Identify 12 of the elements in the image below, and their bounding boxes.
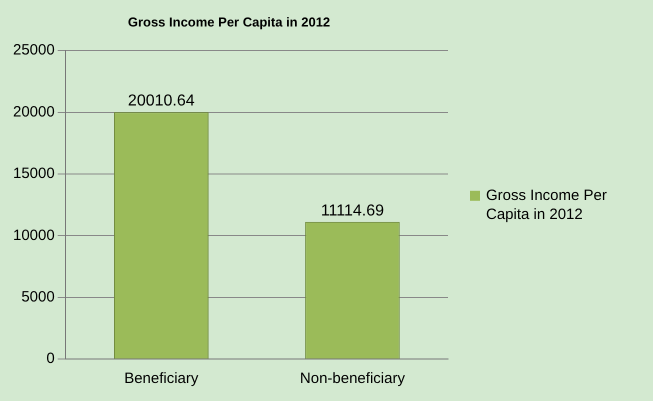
x-tick-label: Beneficiary bbox=[124, 370, 199, 388]
y-tick-label: 0 bbox=[46, 350, 55, 368]
y-tick-label: 10000 bbox=[12, 226, 55, 244]
y-tick-label: 15000 bbox=[12, 165, 55, 182]
x-tick-label: Non-beneficiary bbox=[300, 370, 406, 388]
y-tick-label: 25000 bbox=[12, 42, 55, 59]
y-tick-label: 5000 bbox=[21, 288, 55, 306]
data-label: 11114.69 bbox=[320, 202, 384, 220]
legend-label: Gross Income Per Capita in 2012 bbox=[486, 186, 607, 223]
y-tick-label: 20000 bbox=[12, 103, 55, 120]
data-label: 20010.64 bbox=[128, 92, 195, 110]
chart-title: Gross Income Per Capita in 2012 bbox=[128, 14, 330, 30]
